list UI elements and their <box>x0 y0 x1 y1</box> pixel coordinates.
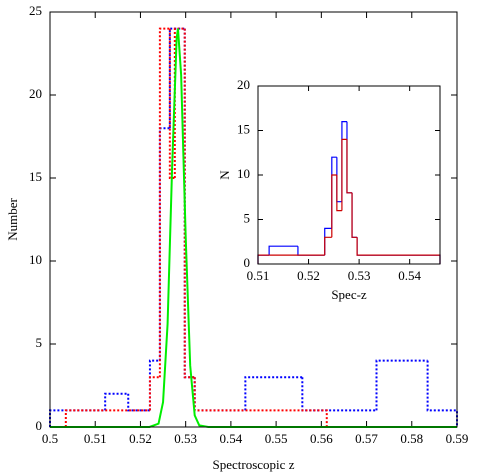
x-tick-label: 0.5 <box>42 431 58 446</box>
plot-frame <box>257 85 441 265</box>
histogram-step <box>64 409 150 427</box>
plot-frame <box>49 11 458 428</box>
histogram-step <box>244 376 303 411</box>
histogram-step <box>104 392 129 411</box>
fit-curve <box>50 28 457 428</box>
y-tick-label: 5 <box>36 335 43 350</box>
x-tick-label: 0.54 <box>220 431 243 446</box>
y-tick-label: 0 <box>244 255 251 270</box>
x-axis-label: Spec-z <box>331 287 367 302</box>
y-tick-label: 20 <box>29 86 42 101</box>
y-axis-label: Number <box>5 198 20 241</box>
x-tick-label: 0.55 <box>265 431 288 446</box>
histogram-step <box>168 28 175 179</box>
histogram-step <box>268 245 298 256</box>
x-tick-label: 0.52 <box>297 268 320 283</box>
histogram-step <box>324 236 332 256</box>
x-tick-label: 0.51 <box>84 431 107 446</box>
y-tick-label: 15 <box>237 121 250 136</box>
histogram-step <box>158 27 170 378</box>
histogram-step <box>173 27 185 178</box>
x-tick-label: 0.57 <box>355 431 378 446</box>
x-tick-label: 0.59 <box>446 431 469 446</box>
x-axis-label: Spectroscopic z <box>213 457 295 472</box>
y-tick-label: 20 <box>237 77 250 92</box>
y-tick-label: 10 <box>29 252 42 267</box>
histogram-step <box>351 192 358 238</box>
x-tick-label: 0.53 <box>348 268 371 283</box>
histogram-step <box>336 175 342 212</box>
y-tick-label: 15 <box>29 169 42 184</box>
x-tick-label: 0.58 <box>400 431 423 446</box>
histogram-step <box>183 28 195 379</box>
x-tick-label: 0.53 <box>174 431 197 446</box>
y-tick-label: 5 <box>244 210 251 225</box>
y-tick-label: 0 <box>36 418 43 433</box>
y-tick-label: 25 <box>29 3 42 18</box>
histogram-step <box>331 174 337 238</box>
histogram-step <box>127 393 150 412</box>
y-tick-label: 10 <box>237 166 250 181</box>
x-tick-label: 0.54 <box>398 268 421 283</box>
x-tick-label: 0.52 <box>129 431 152 446</box>
x-tick-label: 0.56 <box>310 431 333 446</box>
histogram-step <box>375 359 428 411</box>
histogram-step <box>148 376 160 411</box>
histogram-step <box>426 360 458 427</box>
histogram-step <box>341 138 347 211</box>
histogram-step <box>193 377 328 427</box>
plot-background <box>258 86 440 264</box>
x-tick-label: 0.51 <box>247 268 270 283</box>
histogram-step <box>346 139 353 194</box>
histogram-step <box>168 27 185 129</box>
y-axis-label: N <box>217 170 232 180</box>
